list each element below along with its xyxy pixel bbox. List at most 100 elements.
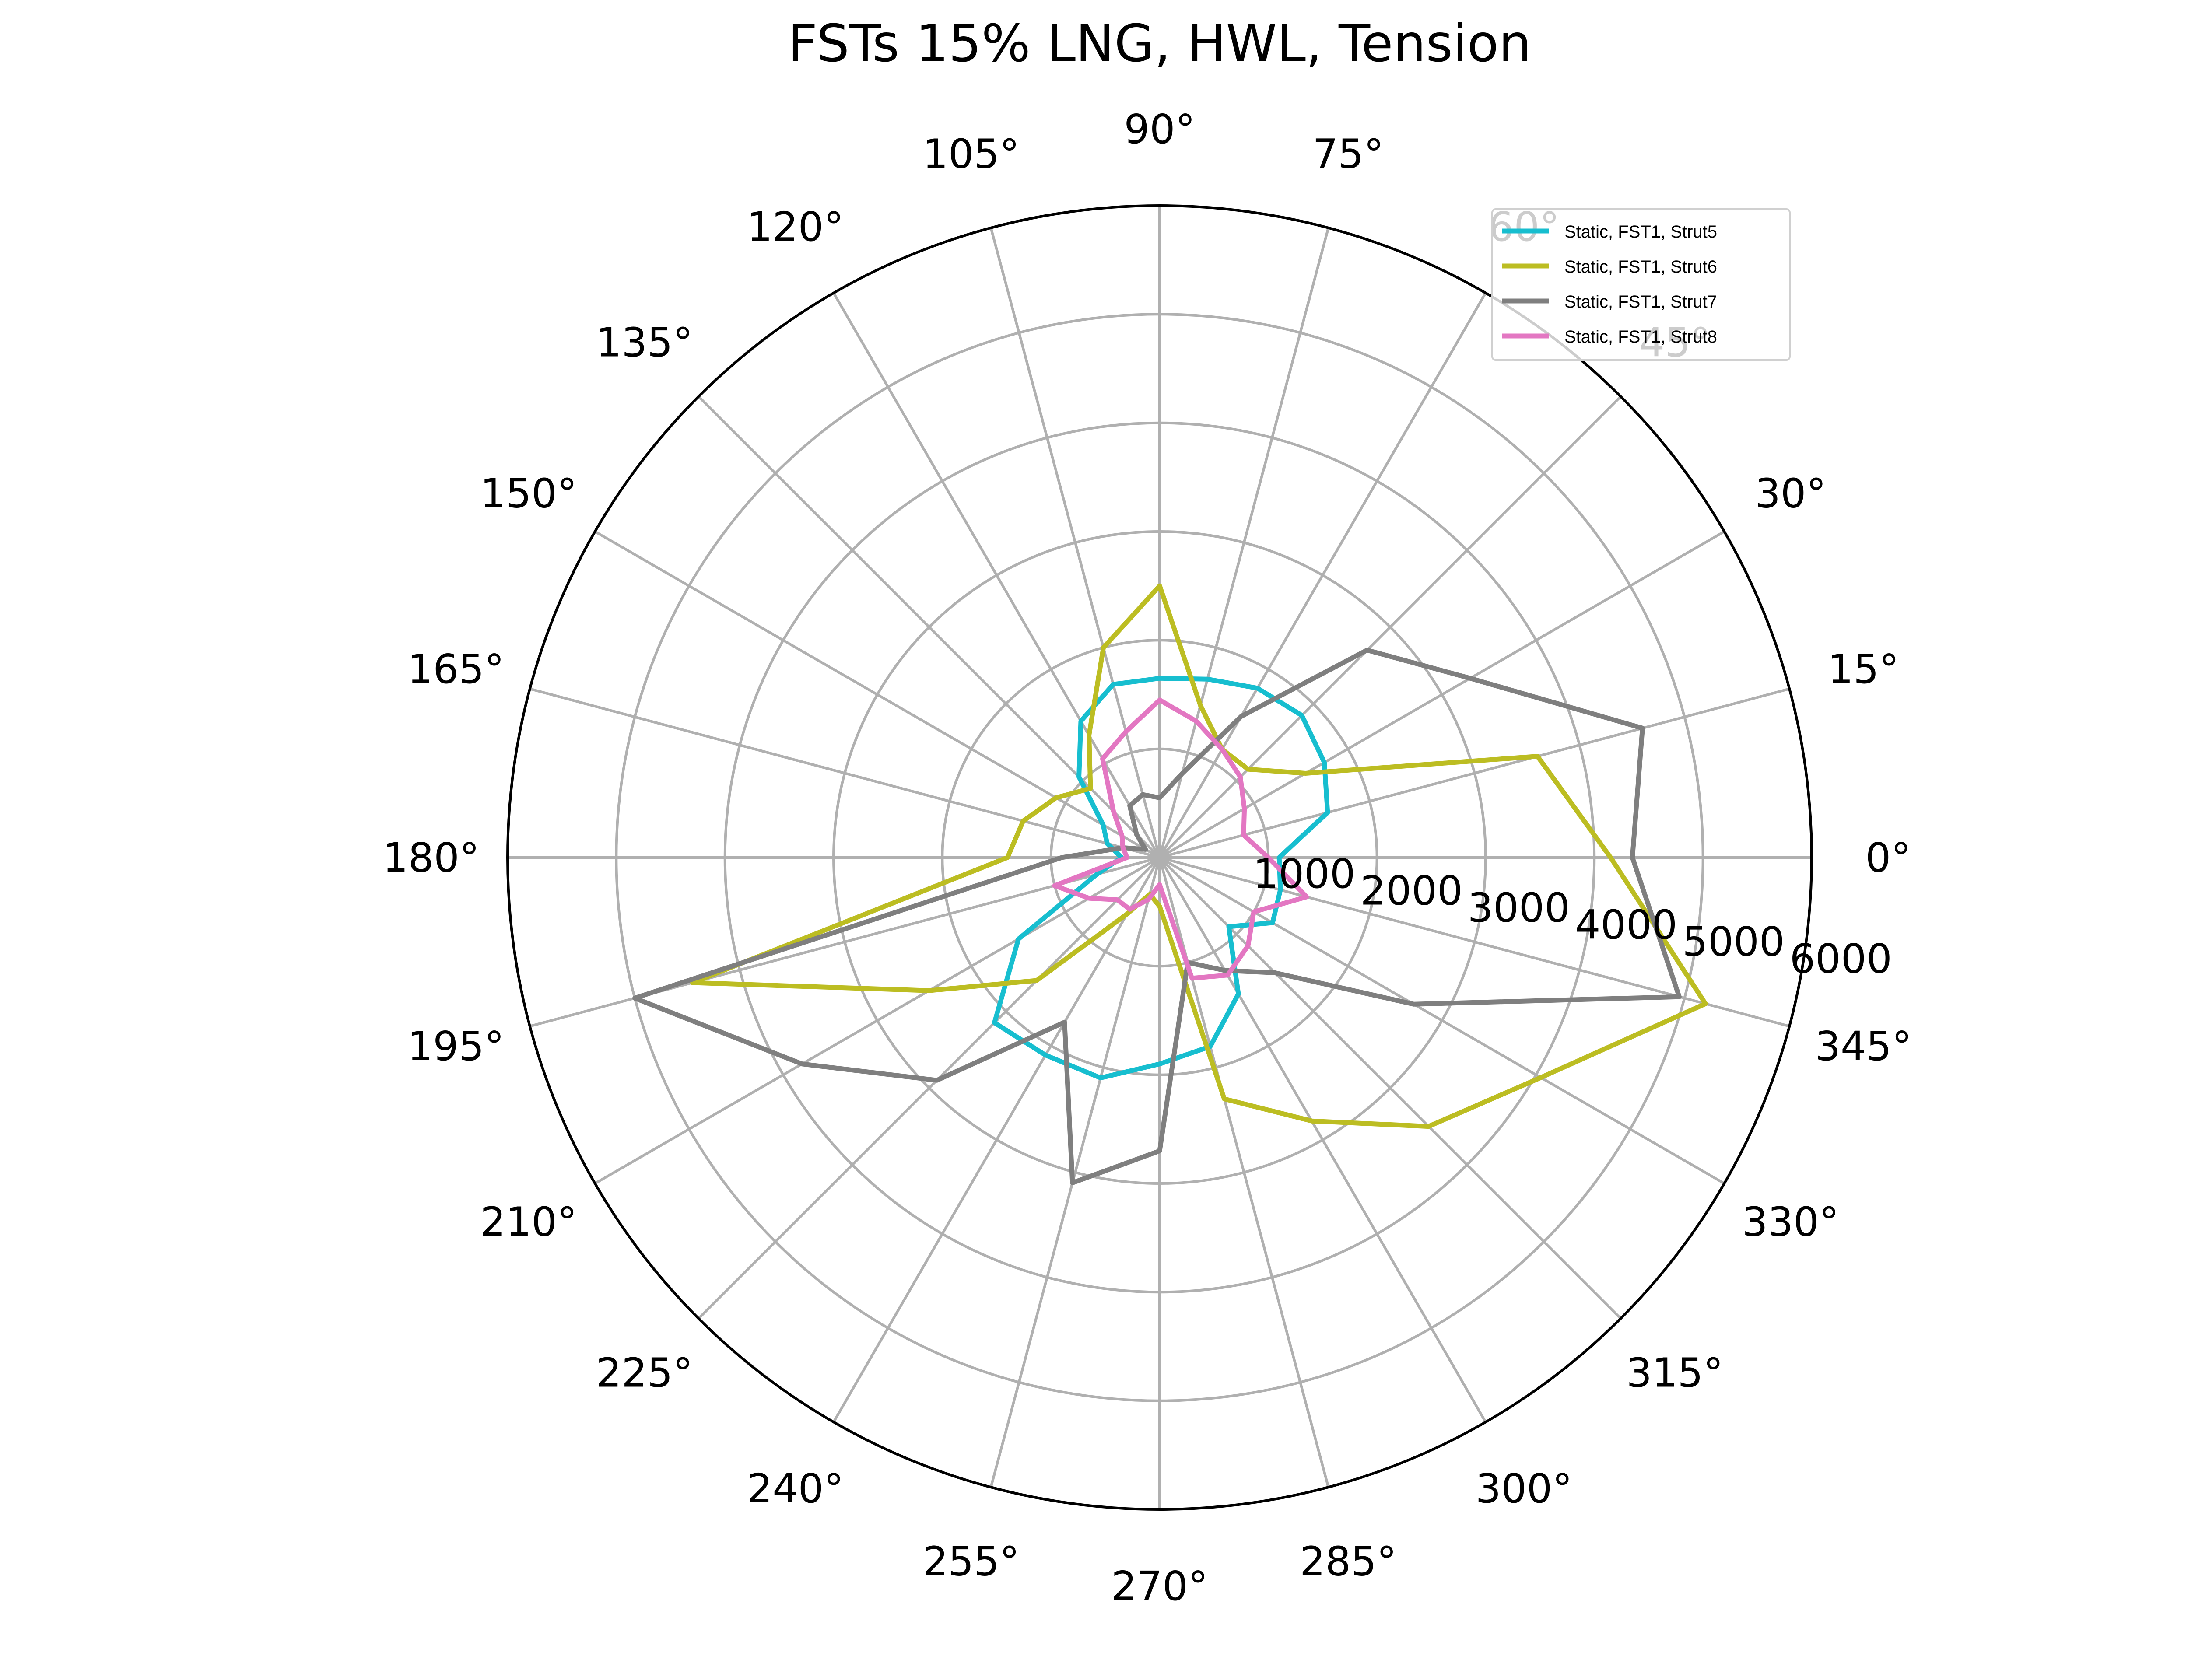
data-point [1112, 683, 1115, 686]
data-point [1305, 896, 1308, 898]
data-point [1147, 898, 1150, 901]
angle-tick-label: 0° [1865, 834, 1911, 881]
data-point [1220, 748, 1224, 751]
angle-tick-label: 30° [1755, 470, 1826, 517]
data-point [1158, 584, 1161, 588]
data-point [1089, 787, 1092, 790]
data-point [1226, 973, 1229, 976]
data-point [1209, 1045, 1212, 1048]
data-point [1246, 944, 1249, 947]
angle-tick-label: 75° [1312, 131, 1384, 178]
angle-tick-label: 195° [407, 1023, 505, 1070]
data-point [928, 989, 931, 992]
data-point [1017, 938, 1020, 941]
data-point [800, 1062, 803, 1065]
data-point [1135, 833, 1138, 836]
data-point [1063, 1021, 1066, 1024]
angle-tick-label: 300° [1476, 1465, 1573, 1512]
data-point [1181, 772, 1184, 775]
data-point [1006, 856, 1009, 859]
data-point [1144, 848, 1147, 851]
data-point [1077, 775, 1080, 778]
data-point [1128, 804, 1131, 807]
angle-tick-label: 90° [1124, 106, 1195, 153]
angle-tick-label: 345° [1815, 1023, 1912, 1070]
data-point [1087, 734, 1090, 737]
data-point [1310, 1120, 1313, 1123]
data-point [1300, 714, 1303, 717]
data-point [1427, 1125, 1430, 1128]
series-line-2 [690, 583, 1708, 1129]
data-point [1224, 969, 1226, 972]
radial-gridline-2000 [941, 639, 1378, 1076]
data-point [1242, 833, 1245, 836]
data-point [1095, 873, 1098, 876]
angle-tick-label: 135° [596, 319, 693, 366]
data-point [1124, 730, 1127, 733]
data-point [1641, 727, 1644, 730]
data-point [1256, 686, 1259, 690]
data-point [1099, 1076, 1102, 1079]
angle-tick-label: 240° [747, 1465, 844, 1512]
polar-frame [506, 204, 1813, 1511]
data-point [1271, 921, 1274, 924]
data-point [1158, 905, 1161, 908]
data-point [1304, 772, 1307, 775]
data-point [1539, 1076, 1542, 1079]
data-point [1106, 842, 1109, 845]
data-point [1246, 768, 1249, 771]
data-point [1195, 720, 1198, 723]
data-point [1158, 796, 1161, 799]
data-point [1243, 807, 1246, 810]
data-point [1071, 1181, 1074, 1184]
chart-title: FSTs 15% LNG, HWL, Tension [788, 13, 1531, 74]
data-point [1469, 677, 1472, 680]
radial-gridline-4000 [723, 421, 1596, 1294]
data-point [1158, 677, 1161, 680]
data-point [1102, 823, 1105, 826]
data-point [1060, 856, 1063, 859]
data-point [1141, 793, 1144, 796]
data-point [1190, 976, 1193, 980]
legend-box [1491, 208, 1791, 361]
data-point [1199, 704, 1202, 707]
data-point [1267, 856, 1270, 859]
angle-tick-label: 150° [480, 470, 577, 517]
data-point [1323, 761, 1326, 764]
angle-tick-label: 270° [1111, 1563, 1208, 1610]
data-point [691, 981, 694, 984]
data-point [1121, 834, 1123, 837]
data-point [1273, 971, 1276, 974]
data-point [1279, 888, 1282, 891]
radial-tick-label: 3000 [1468, 885, 1570, 931]
data-point [1126, 913, 1129, 915]
data-point [1223, 1097, 1226, 1100]
data-point [1206, 678, 1209, 681]
data-point [1158, 1062, 1161, 1065]
angle-tick-label: 225° [596, 1349, 693, 1396]
data-point [1122, 846, 1124, 849]
data-point [1704, 1002, 1707, 1005]
tick-labels: 0°15°30°45°60°75°90°105°120°135°150°165°… [382, 106, 1912, 1610]
polar-grid [506, 204, 1813, 1511]
data-point [1158, 1149, 1161, 1152]
radial-tick-label: 4000 [1575, 901, 1677, 948]
series-lines [632, 583, 1708, 1186]
angle-tick-label: 120° [747, 203, 844, 250]
legend-label-3: Static, FST1, Strut7 [1564, 292, 1717, 312]
radial-gridline-5000 [615, 313, 1704, 1402]
angle-tick-label: 285° [1300, 1538, 1397, 1585]
data-point [1102, 646, 1105, 649]
radial-gridline-3000 [832, 530, 1487, 1185]
data-point [1609, 856, 1612, 859]
legend: Static, FST1, Strut5 Static, FST1, Strut6… [1491, 208, 1791, 361]
data-point [1035, 979, 1038, 982]
legend-label-1: Static, FST1, Strut5 [1564, 222, 1717, 242]
data-point [1022, 819, 1025, 822]
data-point [633, 997, 636, 1000]
radial-tick-label: 1000 [1253, 850, 1355, 897]
data-point [1116, 898, 1119, 901]
data-point [1087, 897, 1090, 900]
